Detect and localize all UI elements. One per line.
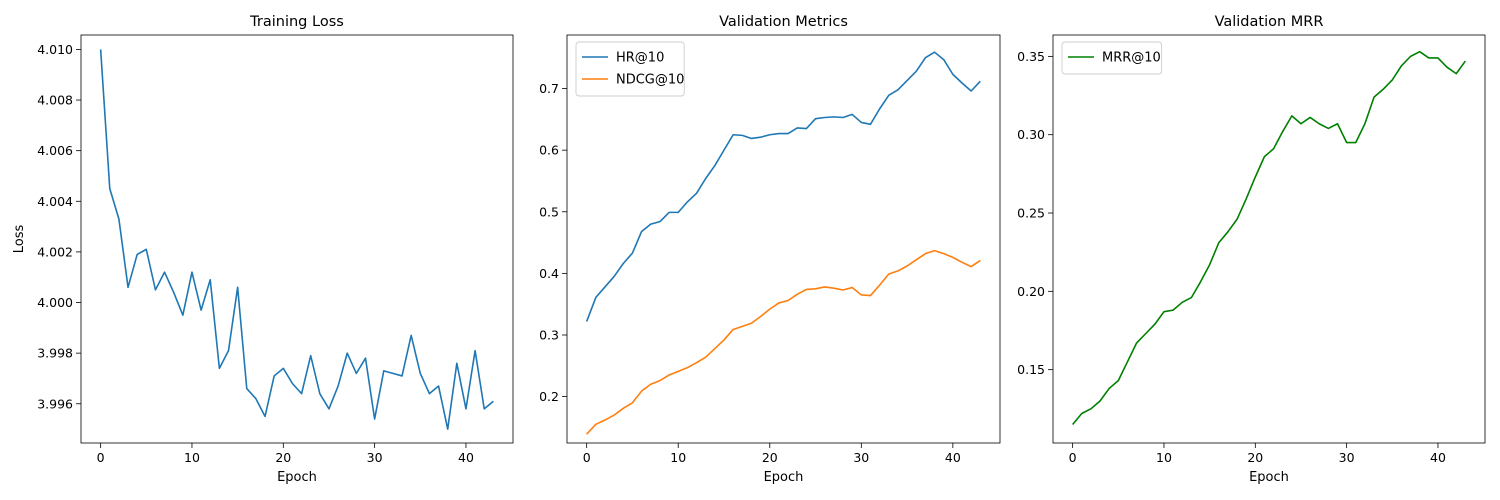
x-tick-label: 20	[1247, 450, 1263, 465]
axes-frame	[566, 34, 1001, 444]
legend: MRR@10	[1061, 41, 1163, 75]
x-tick-label: 30	[367, 450, 383, 465]
x-tick-label: 20	[275, 450, 291, 465]
y-axis-label: Loss	[12, 225, 27, 254]
y-tick-label: 4.006	[37, 143, 73, 158]
y-tick-label: 3.996	[37, 396, 73, 411]
axes-frame	[80, 34, 514, 444]
x-axis-label: Epoch	[277, 470, 317, 485]
series-line-hr-10	[585, 51, 981, 322]
chart-panel-2: Validation Metrics 0 10 20 30 40 0.2 0.3 0.4 0.5 0…	[539, 14, 1001, 485]
legend: HR@10 NDCG@10	[575, 41, 685, 97]
y-tick-label: 3.998	[37, 346, 73, 361]
chart-panel-3: Validation MRR 0 10 20 30 40 0.15 0.20 0.25 0.30 0…	[1017, 14, 1486, 485]
y-tick-label: 4.010	[37, 42, 73, 57]
y-tick-label: 0.35	[1017, 49, 1045, 64]
y-tick-label: 0.7	[539, 81, 559, 96]
x-tick-label: 20	[762, 450, 778, 465]
x-tick-label: 10	[1156, 450, 1172, 465]
series-line-mrr-10	[1072, 50, 1467, 425]
x-axis-label: Epoch	[1249, 470, 1289, 485]
x-tick-label: 30	[1339, 450, 1355, 465]
y-tick-label: 0.2	[539, 389, 559, 404]
chart-title: Validation MRR	[1215, 14, 1324, 30]
series-line-ndcg-10	[586, 249, 981, 435]
series-line-loss	[99, 49, 494, 430]
x-tick-label: 0	[1069, 450, 1077, 465]
x-tick-label: 0	[583, 450, 591, 465]
y-tick-label: 0.25	[1017, 206, 1045, 221]
chart-panel-1: Training Loss 0 10 20 30 40 3.996 3.998 4.000 4.0…	[12, 14, 514, 485]
legend-entry: MRR@10	[1102, 51, 1161, 66]
y-tick-label: 0.6	[539, 143, 559, 158]
chart-title: Training Loss	[249, 14, 344, 30]
chart-title: Validation Metrics	[719, 14, 848, 30]
y-tick-label: 4.008	[37, 93, 73, 108]
axes-frame	[1052, 34, 1486, 444]
legend-frame	[1061, 41, 1163, 75]
legend-frame	[575, 41, 685, 97]
y-tick-label: 0.4	[539, 266, 559, 281]
x-tick-label: 40	[945, 450, 961, 465]
y-tick-label: 0.3	[539, 327, 559, 342]
y-tick-label: 4.004	[37, 194, 73, 209]
x-tick-label: 0	[97, 450, 105, 465]
x-tick-label: 10	[184, 450, 200, 465]
x-tick-label: 30	[853, 450, 869, 465]
y-tick-label: 0.20	[1017, 284, 1045, 299]
legend-entry: NDCG@10	[616, 73, 684, 88]
x-tick-label: 40	[458, 450, 474, 465]
y-tick-label: 0.15	[1017, 362, 1045, 377]
y-tick-label: 0.30	[1017, 127, 1045, 142]
legend-entry: HR@10	[616, 51, 664, 66]
x-tick-label: 40	[1430, 450, 1446, 465]
x-tick-label: 10	[670, 450, 686, 465]
x-axis-label: Epoch	[764, 470, 804, 485]
y-tick-label: 4.002	[37, 244, 73, 259]
y-tick-label: 4.000	[37, 295, 73, 310]
y-tick-label: 0.5	[539, 204, 559, 219]
